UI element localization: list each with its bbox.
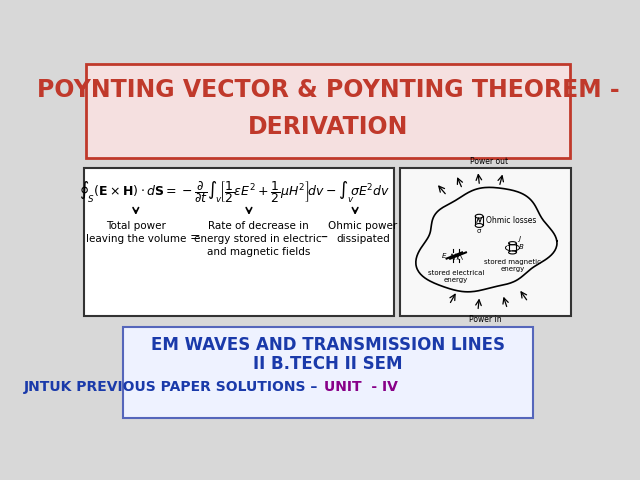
Text: =: =	[189, 231, 200, 244]
Text: J: J	[518, 236, 520, 241]
Text: $\oint_{S} (\mathbf{E} \times \mathbf{H}) \cdot d\mathbf{S} = -\dfrac{\partial}{: $\oint_{S} (\mathbf{E} \times \mathbf{H}…	[79, 180, 390, 205]
Text: Ohmic losses: Ohmic losses	[486, 216, 536, 225]
FancyBboxPatch shape	[400, 168, 571, 315]
Text: DERIVATION: DERIVATION	[248, 115, 408, 139]
Text: JNTUK PREVIOUS PAPER SOLUTIONS –: JNTUK PREVIOUS PAPER SOLUTIONS –	[23, 380, 323, 394]
Text: Ohmic power
dissipated: Ohmic power dissipated	[328, 221, 397, 244]
Text: UNIT  - IV: UNIT - IV	[324, 380, 398, 394]
Text: Power in: Power in	[469, 315, 502, 324]
Ellipse shape	[509, 251, 516, 254]
Text: σ: σ	[477, 228, 481, 234]
Text: Power out: Power out	[470, 156, 508, 166]
Ellipse shape	[476, 224, 483, 228]
Text: EM WAVES AND TRANSMISSION LINES: EM WAVES AND TRANSMISSION LINES	[151, 336, 505, 354]
Text: POYNTING VECTOR & POYNTING THEOREM -: POYNTING VECTOR & POYNTING THEOREM -	[36, 78, 620, 102]
Text: –: –	[321, 231, 328, 245]
Text: stored magnetic
energy: stored magnetic energy	[484, 259, 541, 272]
Text: B: B	[518, 244, 524, 250]
Text: Total power
leaving the volume: Total power leaving the volume	[86, 221, 186, 244]
FancyBboxPatch shape	[86, 64, 570, 158]
Text: E: E	[442, 253, 447, 259]
Text: II B.TECH II SEM: II B.TECH II SEM	[253, 355, 403, 373]
Text: stored electrical
energy: stored electrical energy	[428, 270, 484, 283]
FancyBboxPatch shape	[84, 168, 394, 315]
Text: Rate of decrease in
energy stored in electric
and magnetic fields: Rate of decrease in energy stored in ele…	[195, 221, 322, 257]
FancyBboxPatch shape	[123, 327, 533, 418]
